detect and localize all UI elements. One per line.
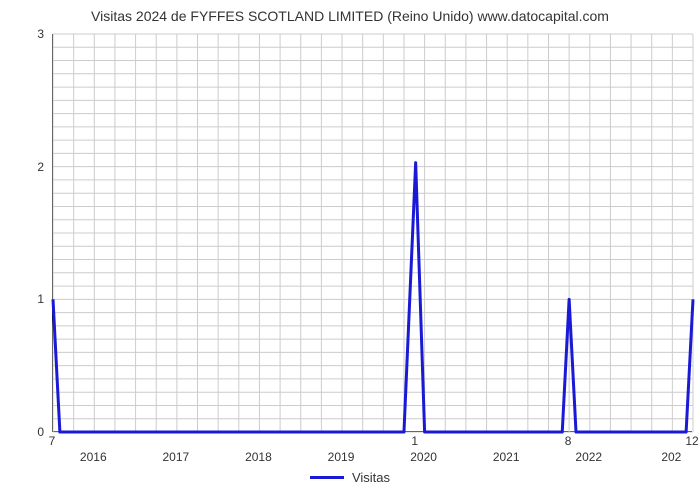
point-value-label: 8	[565, 434, 572, 448]
x-tick-label: 2018	[245, 450, 272, 464]
point-value-label: 12	[685, 434, 698, 448]
y-tick-label: 0	[24, 425, 44, 439]
x-tick-label: 2021	[493, 450, 520, 464]
legend-line	[310, 476, 344, 479]
legend-label: Visitas	[352, 470, 390, 485]
point-value-label: 7	[49, 434, 56, 448]
point-value-label: 1	[411, 434, 418, 448]
y-tick-label: 2	[24, 160, 44, 174]
plot-svg	[53, 34, 693, 432]
x-tick-label: 2022	[575, 450, 602, 464]
chart-title: Visitas 2024 de FYFFES SCOTLAND LIMITED …	[0, 8, 700, 24]
x-tick-label: 202	[661, 450, 681, 464]
x-tick-label: 2017	[163, 450, 190, 464]
x-tick-label: 2020	[410, 450, 437, 464]
visits-chart: Visitas 2024 de FYFFES SCOTLAND LIMITED …	[0, 0, 700, 500]
y-tick-label: 1	[24, 292, 44, 306]
y-tick-label: 3	[24, 27, 44, 41]
x-tick-label: 2019	[328, 450, 355, 464]
x-tick-label: 2016	[80, 450, 107, 464]
legend: Visitas	[0, 470, 700, 485]
plot-area	[52, 34, 692, 432]
